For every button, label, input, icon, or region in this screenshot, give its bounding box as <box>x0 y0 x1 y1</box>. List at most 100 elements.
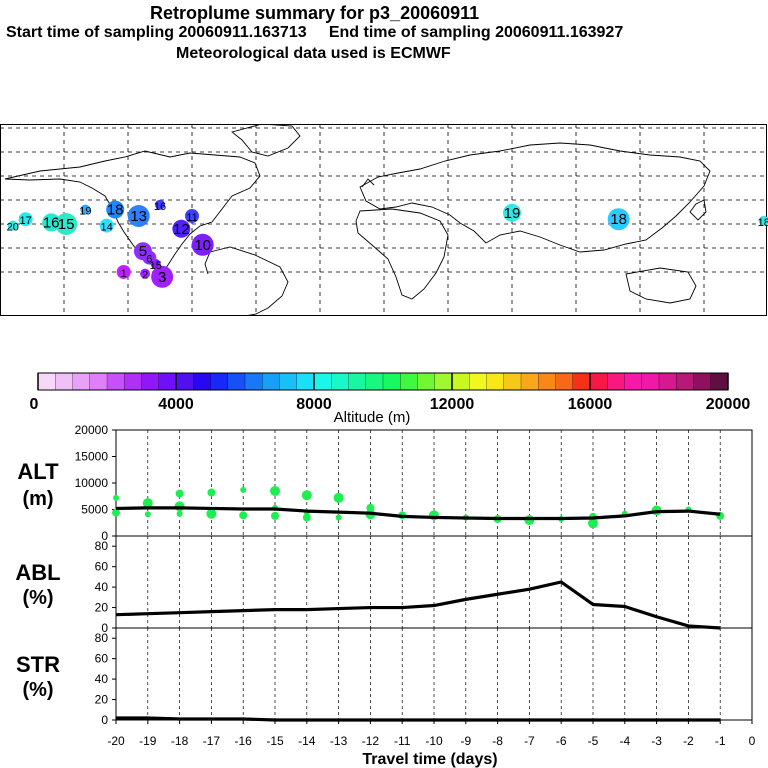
colorbar-cell <box>331 372 349 391</box>
colorbar-cell <box>348 372 367 391</box>
colorbar-cell <box>503 372 522 391</box>
colorbar-cell <box>382 372 401 391</box>
colorbar-cell <box>124 372 142 391</box>
altitude-point <box>142 498 153 509</box>
plume-circle <box>127 205 150 227</box>
plume-day-label: 6 <box>146 254 152 266</box>
altitude-point <box>333 492 344 503</box>
x-axis-label: Travel time (days) <box>362 751 497 768</box>
altitude-point <box>240 486 247 493</box>
colorbar-ticks: 0 4000 8000 12000 16000 20000 <box>30 373 750 413</box>
y-tick-label: 80 <box>95 631 109 645</box>
x-tick-label: -2 <box>683 734 694 748</box>
plume-day-label: 12 <box>173 221 190 238</box>
y-tick-label: 0 <box>101 621 108 635</box>
colorbar-cell <box>710 372 729 391</box>
y-tick-label: 60 <box>95 652 109 666</box>
colorbar-cell <box>106 372 125 391</box>
x-tick-label: -11 <box>394 734 411 748</box>
plume-circle <box>185 209 199 223</box>
plume-day-label: 18 <box>107 202 124 219</box>
x-tick-label: -4 <box>619 734 630 748</box>
sampling-time-line: Start time of sampling 20060911.163713 E… <box>6 24 624 41</box>
x-tick-label: -3 <box>651 734 662 748</box>
altitude-point <box>112 508 120 517</box>
plume-day-label: 20 <box>7 222 19 234</box>
plume-clusters <box>7 199 768 288</box>
x-tick-label: -18 <box>171 734 189 748</box>
plume-day-label: 15 <box>150 260 162 272</box>
plume-circle <box>7 220 18 231</box>
altitude-point <box>271 511 279 520</box>
plume-circle <box>133 242 152 261</box>
plume-day-label: 2 <box>142 270 148 282</box>
plume-circle <box>55 213 78 235</box>
colorbar-cell <box>589 372 608 391</box>
altitude-point <box>335 514 342 521</box>
colorbar-tick-label: 16000 <box>568 396 613 413</box>
x-tick-label: -6 <box>556 734 567 748</box>
colorbar-cell <box>279 372 298 391</box>
x-tick-label: -8 <box>492 734 503 748</box>
panel-alt: 0 5000 10000 15000 20000 ALT (m) <box>17 423 753 543</box>
x-tick-label: -19 <box>139 734 157 748</box>
plume-circle <box>191 233 214 256</box>
panel-abl: 0 20 40 60 80 ABL(%) <box>15 535 753 635</box>
colorbar-cell <box>72 372 91 391</box>
x-tick-label: -17 <box>203 734 221 748</box>
x-tick-label: -7 <box>524 734 535 748</box>
colorbar-cell <box>417 372 436 391</box>
panel-label: ABL <box>15 560 60 585</box>
plume-day-label: 14 <box>101 222 113 234</box>
colorbar-cell <box>469 372 487 391</box>
colorbar-tick-label: 12000 <box>430 396 475 413</box>
colorbar-cell <box>175 372 194 391</box>
colorbar-cell <box>141 372 160 391</box>
plume-day-label: 19 <box>79 206 91 218</box>
plume-circle <box>155 199 165 210</box>
plume-circle <box>503 203 521 222</box>
x-tick-label: -20 <box>107 734 125 748</box>
colorbar-cell <box>244 372 263 391</box>
y-tick-label: 40 <box>95 672 109 686</box>
y-tick-label: 40 <box>95 580 109 594</box>
plume-day-label: 18 <box>610 211 627 228</box>
x-tick-label: -14 <box>298 734 316 748</box>
altitude-point <box>207 488 216 497</box>
panel-unit-label: (%) <box>22 587 53 609</box>
plume-circle <box>116 265 131 279</box>
plume-day-label: 5 <box>139 243 147 260</box>
panel-unit-label: (m) <box>22 488 53 510</box>
colorbar-cell <box>538 372 556 391</box>
y-tick-label: 10000 <box>75 476 109 490</box>
y-tick-label: 60 <box>95 560 109 574</box>
plume-day-label: 11 <box>186 212 197 224</box>
colorbar-cell <box>313 372 332 391</box>
x-tick-label: 0 <box>749 734 756 748</box>
colorbar-cell <box>451 372 470 391</box>
altitude-point <box>301 490 312 501</box>
colorbar-cell <box>55 372 73 391</box>
colorbar-cell <box>520 372 539 391</box>
colorbar-cell <box>624 372 643 391</box>
colorbar-cell <box>555 372 574 391</box>
plume-circle <box>172 219 191 238</box>
plume-circle <box>80 204 91 215</box>
altitude-point <box>144 511 151 518</box>
altitude-point <box>176 510 183 517</box>
x-tick-label: -9 <box>460 734 471 748</box>
x-tick-label: -12 <box>362 734 380 748</box>
colorbar-cell <box>641 372 660 391</box>
plume-circle <box>607 208 630 231</box>
plume-day-label: 13 <box>130 208 147 225</box>
plume-circle <box>18 212 33 227</box>
colorbar-cell <box>365 372 384 391</box>
colorbar-cell <box>434 372 453 391</box>
colorbar-tick-label: 8000 <box>296 396 332 413</box>
colorbar-cell <box>37 372 56 391</box>
altitude-point <box>206 508 217 519</box>
colorbar-cell <box>693 372 712 391</box>
plume-day-label: 10 <box>194 237 211 254</box>
plume-circle <box>758 215 768 226</box>
